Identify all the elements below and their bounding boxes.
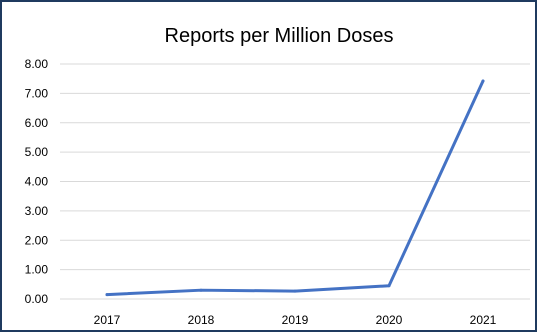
- y-tick-label: 1.00: [25, 263, 49, 277]
- x-tick-label: 2017: [94, 313, 121, 327]
- y-axis-ticks: 0.00 1.00 2.00 3.00 4.00 5.00 6.00 7.00 8.00: [25, 57, 49, 306]
- series-line: [105, 79, 485, 297]
- y-tick-label: 6.00: [25, 116, 49, 130]
- x-tick-label: 2018: [188, 313, 215, 327]
- y-tick-label: 7.00: [25, 86, 49, 100]
- x-axis-ticks: 2017 2018 2019 2020 2021: [94, 313, 497, 327]
- y-tick-label: 0.00: [25, 292, 49, 306]
- y-tick-label: 3.00: [25, 204, 49, 218]
- y-tick-label: 2.00: [25, 233, 49, 247]
- y-tick-label: 5.00: [25, 145, 49, 159]
- data-point: [481, 79, 485, 83]
- y-tick-label: 4.00: [25, 175, 49, 189]
- data-point: [293, 289, 297, 293]
- data-point: [199, 288, 203, 292]
- x-tick-label: 2021: [470, 313, 497, 327]
- series-layer: [105, 79, 485, 297]
- data-point: [105, 293, 109, 297]
- chart-title: Reports per Million Doses: [165, 25, 394, 47]
- data-point: [387, 284, 391, 288]
- x-tick-label: 2019: [282, 313, 309, 327]
- y-tick-label: 8.00: [25, 57, 49, 71]
- grid-lines: [60, 63, 530, 300]
- x-tick-label: 2020: [376, 313, 403, 327]
